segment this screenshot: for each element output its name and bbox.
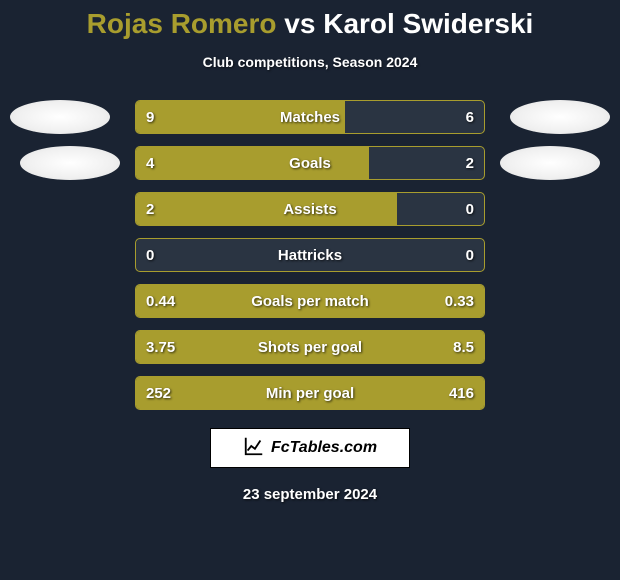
stat-value-left: 0.44 <box>146 285 175 317</box>
bars-container: 96Matches42Goals20Assists00Hattricks0.44… <box>135 100 485 422</box>
stat-row: 252416Min per goal <box>135 376 485 410</box>
player2-avatar-bottom <box>500 146 600 180</box>
stat-row: 3.758.5Shots per goal <box>135 330 485 364</box>
stat-value-right: 6 <box>466 101 474 133</box>
subtitle: Club competitions, Season 2024 <box>0 54 620 70</box>
footer-logo: FcTables.com <box>210 428 410 468</box>
bar-fill-left <box>136 193 397 225</box>
stat-row: 20Assists <box>135 192 485 226</box>
bar-fill-left <box>136 101 345 133</box>
stat-row: 0.440.33Goals per match <box>135 284 485 318</box>
stat-value-right: 2 <box>466 147 474 179</box>
stat-value-left: 2 <box>146 193 154 225</box>
vs-text: vs <box>284 8 315 39</box>
footer-date: 23 september 2024 <box>0 486 620 503</box>
stat-value-left: 9 <box>146 101 154 133</box>
bar-fill-left <box>136 331 484 363</box>
player2-avatar-top <box>510 100 610 134</box>
bar-fill-left <box>136 377 484 409</box>
stat-value-right: 0 <box>466 193 474 225</box>
stat-value-right: 8.5 <box>453 331 474 363</box>
player1-name: Rojas Romero <box>87 8 277 39</box>
chart-icon <box>243 435 265 462</box>
stat-row: 42Goals <box>135 146 485 180</box>
stat-value-right: 416 <box>449 377 474 409</box>
player1-avatar-bottom <box>20 146 120 180</box>
stat-value-left: 252 <box>146 377 171 409</box>
stat-label: Hattricks <box>136 239 484 271</box>
bar-fill-left <box>136 285 484 317</box>
stat-row: 0 0Hattricks <box>135 238 485 272</box>
stat-value-left: 0 <box>146 239 154 271</box>
stat-value-right: 0 <box>466 239 474 271</box>
footer-logo-text: FcTables.com <box>271 439 377 457</box>
stat-value-left: 4 <box>146 147 154 179</box>
player2-name: Karol Swiderski <box>323 8 533 39</box>
bar-fill-left <box>136 147 369 179</box>
stat-row: 96Matches <box>135 100 485 134</box>
comparison-title: Rojas Romero vs Karol Swiderski <box>0 0 620 40</box>
stat-value-right: 0.33 <box>445 285 474 317</box>
player1-avatar-top <box>10 100 110 134</box>
chart-area: 96Matches42Goals20Assists00Hattricks0.44… <box>0 100 620 420</box>
stat-value-left: 3.75 <box>146 331 175 363</box>
